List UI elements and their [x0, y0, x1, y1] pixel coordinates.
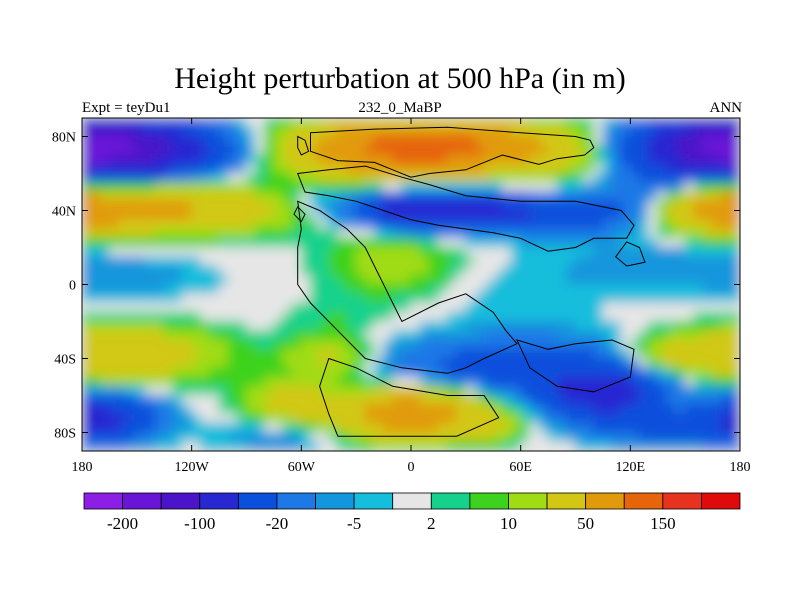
- period-label: 232_0_MaBP: [358, 100, 442, 116]
- colorbar-swatch: [122, 492, 162, 510]
- colorbar-label: -20: [266, 514, 289, 533]
- x-tick-label: 60W: [288, 460, 316, 475]
- colorbar-swatch: [623, 492, 664, 510]
- height-field: [82, 118, 740, 451]
- x-tick-label: 60E: [509, 460, 532, 475]
- colorbar-swatch: [546, 492, 587, 510]
- y-tick-label: 40S: [54, 353, 76, 368]
- colorbar-swatch: [430, 492, 471, 510]
- x-tick-label: 120W: [175, 460, 210, 475]
- colorbar-swatch: [83, 492, 123, 510]
- colorbar-swatch: [160, 492, 201, 510]
- colorbar-swatch: [353, 492, 394, 510]
- colorbar-label: 50: [577, 514, 594, 533]
- x-tick-label: 120E: [616, 460, 646, 475]
- chart-title: Height perturbation at 500 hPa (in m): [174, 62, 626, 95]
- x-tick-label: 0: [408, 460, 415, 475]
- experiment-label: Expt = teyDu1: [82, 100, 171, 116]
- colorbar-swatch: [701, 492, 741, 510]
- colorbar-swatch: [392, 492, 432, 510]
- x-tick-label: 180: [730, 460, 751, 475]
- x-axis: 180 120W 60W 0 60E 120E 180: [72, 118, 751, 475]
- colorbar-swatch: [662, 492, 702, 510]
- season-label: ANN: [709, 100, 743, 116]
- colorbar-swatch: [276, 492, 316, 510]
- colorbar-swatch: [199, 492, 239, 510]
- colorbar-label: -200: [107, 514, 138, 533]
- colorbar-swatch: [508, 492, 548, 510]
- y-tick-label: 80N: [52, 131, 76, 146]
- colorbar-label: -5: [347, 514, 361, 533]
- colorbar: -200 -100 -20 -5 2 10 50 150: [83, 492, 741, 533]
- colorbar-label: 2: [427, 514, 436, 533]
- colorbar-swatch: [585, 492, 625, 510]
- colorbar-label: 10: [500, 514, 517, 533]
- colorbar-label: 150: [650, 514, 676, 533]
- colorbar-label: -100: [184, 514, 215, 533]
- y-tick-label: 0: [69, 279, 76, 294]
- colorbar-swatch: [237, 492, 278, 510]
- continent-outline: [293, 126, 646, 437]
- x-tick-label: 180: [72, 460, 93, 475]
- colorbar-swatch: [315, 492, 355, 510]
- y-tick-label: 40N: [52, 205, 76, 220]
- colorbar-swatch: [469, 492, 509, 510]
- y-tick-label: 80S: [54, 427, 76, 442]
- y-axis: 80N 40N 0 40S 80S: [52, 131, 740, 442]
